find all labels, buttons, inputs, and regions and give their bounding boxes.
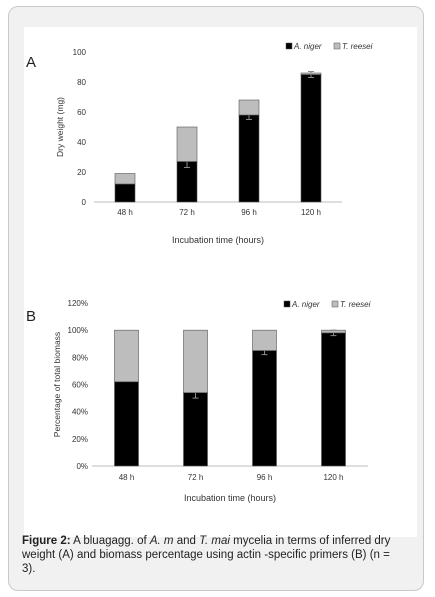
legend-swatch [331, 300, 339, 308]
y-axis-title: Dry weight (mg) [55, 97, 65, 157]
caption-text: A bluagagg. of A. m and T. mai mycelia i… [22, 535, 390, 575]
bar-t-reesei [176, 126, 198, 162]
figure-card [8, 6, 424, 591]
x-tick-label: 72 h [179, 208, 195, 217]
y-tick-label: 100 [73, 48, 87, 57]
bar-t-reesei [183, 329, 208, 393]
bar-a-niger [252, 350, 277, 467]
caption-segment: T. mai [199, 535, 230, 547]
y-tick-label: 0 [82, 198, 87, 207]
panel-label-a: A [26, 54, 37, 71]
x-tick-label: 96 h [257, 473, 273, 482]
bar-t-reesei [114, 173, 136, 185]
x-axis-title: Incubation time (hours) [172, 235, 264, 245]
bar-t-reesei [252, 329, 277, 351]
legend-label: A. niger [293, 42, 322, 51]
y-tick-label: 40% [72, 408, 88, 417]
x-tick-label: 120 h [301, 208, 321, 217]
y-tick-label: 100% [68, 326, 88, 335]
legend-swatch [333, 42, 341, 50]
y-tick-label: 20 [77, 168, 86, 177]
y-tick-label: 60% [72, 381, 88, 390]
x-tick-label: 72 h [188, 473, 204, 482]
caption-label: Figure 2: [22, 535, 71, 547]
legend-label: A. niger [291, 300, 320, 309]
y-tick-label: 60 [77, 108, 86, 117]
caption-segment: A. m [149, 535, 174, 547]
x-tick-label: 48 h [119, 473, 135, 482]
y-axis-title: Percentage of total biomass [52, 332, 62, 437]
y-tick-label: 80% [72, 353, 88, 362]
y-tick-label: 40 [77, 138, 86, 147]
bar-a-niger [114, 381, 139, 467]
y-tick-label: 120% [68, 299, 88, 308]
bar-t-reesei [114, 329, 139, 383]
legend-label: T. reesei [340, 300, 371, 309]
bar-t-reesei [238, 99, 260, 116]
bar-t-reesei [321, 329, 346, 334]
panel-label-b: B [26, 308, 37, 325]
caption-segment: and [173, 535, 200, 547]
y-tick-label: 0% [76, 462, 88, 471]
x-tick-label: 120 h [323, 473, 343, 482]
y-tick-label: 80 [77, 78, 86, 87]
x-tick-label: 48 h [117, 208, 133, 217]
bar-a-niger [183, 392, 208, 467]
bar-a-niger [321, 332, 346, 467]
legend-swatch [283, 300, 291, 308]
legend-label: T. reesei [342, 42, 373, 51]
bar-t-reesei [300, 72, 322, 75]
y-tick-label: 20% [72, 435, 88, 444]
legend-swatch [285, 42, 293, 50]
x-tick-label: 96 h [241, 208, 257, 217]
caption-segment: A bluagagg. of [70, 535, 150, 547]
figure-caption: Figure 2: A bluagagg. of A. m and T. mai… [22, 534, 406, 576]
caption-segment: mycelia in terms of inferred dry weight … [22, 535, 391, 575]
x-axis-title: Incubation time (hours) [184, 493, 276, 503]
figure-area [24, 27, 417, 537]
